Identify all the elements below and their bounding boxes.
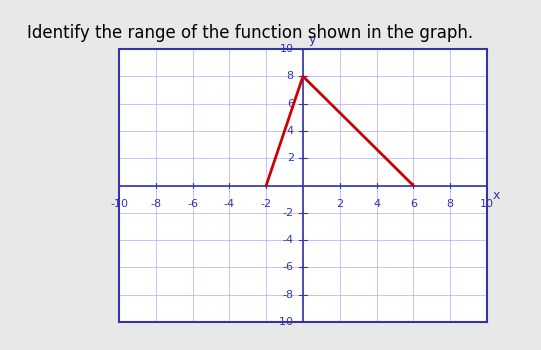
Text: 10: 10 bbox=[480, 199, 494, 209]
Text: Identify the range of the function shown in the graph.: Identify the range of the function shown… bbox=[27, 25, 473, 42]
Text: 4: 4 bbox=[373, 199, 380, 209]
Text: 2: 2 bbox=[287, 153, 294, 163]
Text: -4: -4 bbox=[224, 199, 235, 209]
Text: -8: -8 bbox=[150, 199, 161, 209]
Text: -6: -6 bbox=[187, 199, 198, 209]
Text: -2: -2 bbox=[261, 199, 272, 209]
Text: -8: -8 bbox=[282, 290, 294, 300]
Text: 2: 2 bbox=[336, 199, 344, 209]
Text: -10: -10 bbox=[110, 199, 128, 209]
Text: -4: -4 bbox=[282, 235, 294, 245]
Text: y: y bbox=[308, 33, 316, 46]
Text: -2: -2 bbox=[282, 208, 294, 218]
Text: -6: -6 bbox=[283, 262, 294, 272]
Text: 8: 8 bbox=[446, 199, 454, 209]
Text: 4: 4 bbox=[287, 126, 294, 136]
Text: 6: 6 bbox=[287, 99, 294, 108]
Text: 8: 8 bbox=[287, 71, 294, 81]
Text: 10: 10 bbox=[280, 44, 294, 54]
Text: 6: 6 bbox=[410, 199, 417, 209]
Text: -10: -10 bbox=[276, 317, 294, 327]
Text: x: x bbox=[492, 189, 500, 202]
